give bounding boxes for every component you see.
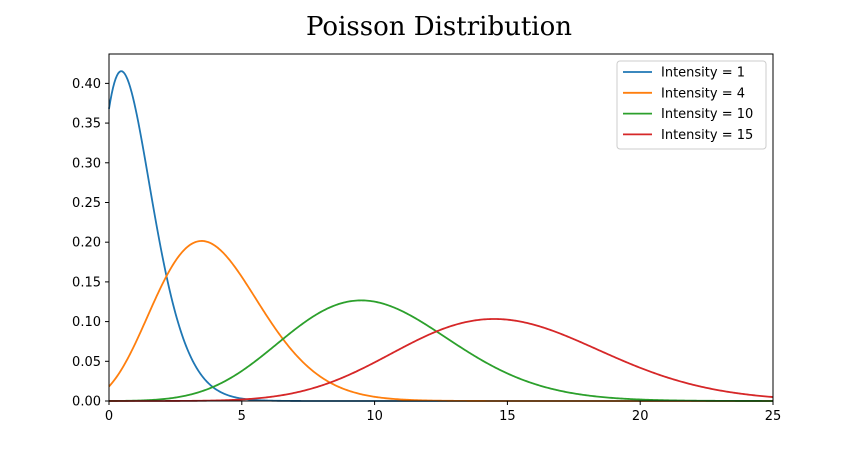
x-tick-label: 15 [499, 409, 516, 424]
legend: Intensity = 1 Intensity = 4 Intensity = 10… [616, 60, 767, 150]
series-line-4 [109, 318, 774, 402]
legend-label: Intensity = 10 [661, 107, 753, 122]
legend-box [616, 60, 767, 150]
y-tick-label: 0.25 [72, 196, 101, 211]
y-tick-label: 0.10 [72, 315, 101, 330]
plot-frame [108, 53, 774, 402]
axes: 0 5 10 15 20 25 0.00 0.05 0.10 0.15 0.20 0.25 0.30 0.… [72, 53, 782, 424]
y-tick-label: 0.05 [72, 355, 101, 370]
x-tick-label: 5 [238, 409, 246, 424]
series-line-3 [109, 299, 773, 402]
y-tick-label: 0.40 [72, 77, 101, 92]
y-tick-label: 0.20 [72, 236, 101, 251]
x-tick-label: 20 [632, 409, 649, 424]
legend-label: Intensity = 1 [661, 66, 745, 81]
x-tick-label: 0 [105, 409, 113, 424]
series-line-2 [108, 240, 773, 402]
y-tick-label: 0.15 [72, 275, 101, 290]
legend-label: Intensity = 15 [661, 128, 753, 143]
x-tick-label: 25 [765, 409, 782, 424]
y-tick-label: 0.30 [72, 156, 101, 171]
legend-label: Intensity = 4 [661, 86, 745, 101]
chart-title: Poisson Distribution [306, 12, 572, 42]
y-tick-label: 0.35 [72, 117, 101, 132]
x-tick-label: 10 [366, 409, 383, 424]
y-tick-label: 0.00 [72, 395, 101, 410]
